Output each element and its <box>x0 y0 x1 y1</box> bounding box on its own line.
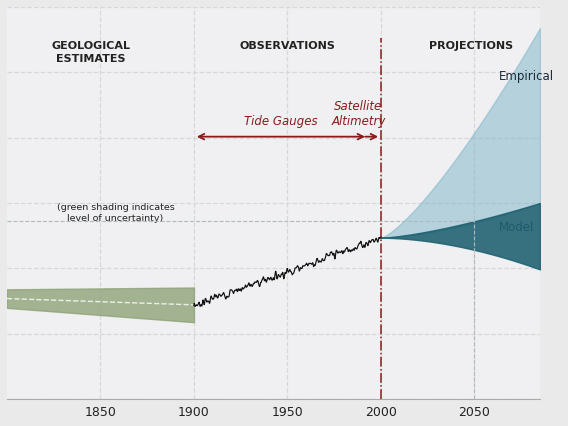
Text: Satellite
Altimetry: Satellite Altimetry <box>331 100 386 128</box>
Text: OBSERVATIONS: OBSERVATIONS <box>240 41 335 52</box>
Text: PROJECTIONS: PROJECTIONS <box>429 41 513 52</box>
Text: Empirical: Empirical <box>499 70 554 83</box>
Text: GEOLOGICAL
ESTIMATES: GEOLOGICAL ESTIMATES <box>52 41 131 64</box>
Text: Model: Model <box>499 221 534 234</box>
Text: Tide Gauges: Tide Gauges <box>244 115 318 128</box>
Text: (green shading indicates
level of uncertainty): (green shading indicates level of uncert… <box>57 203 174 223</box>
